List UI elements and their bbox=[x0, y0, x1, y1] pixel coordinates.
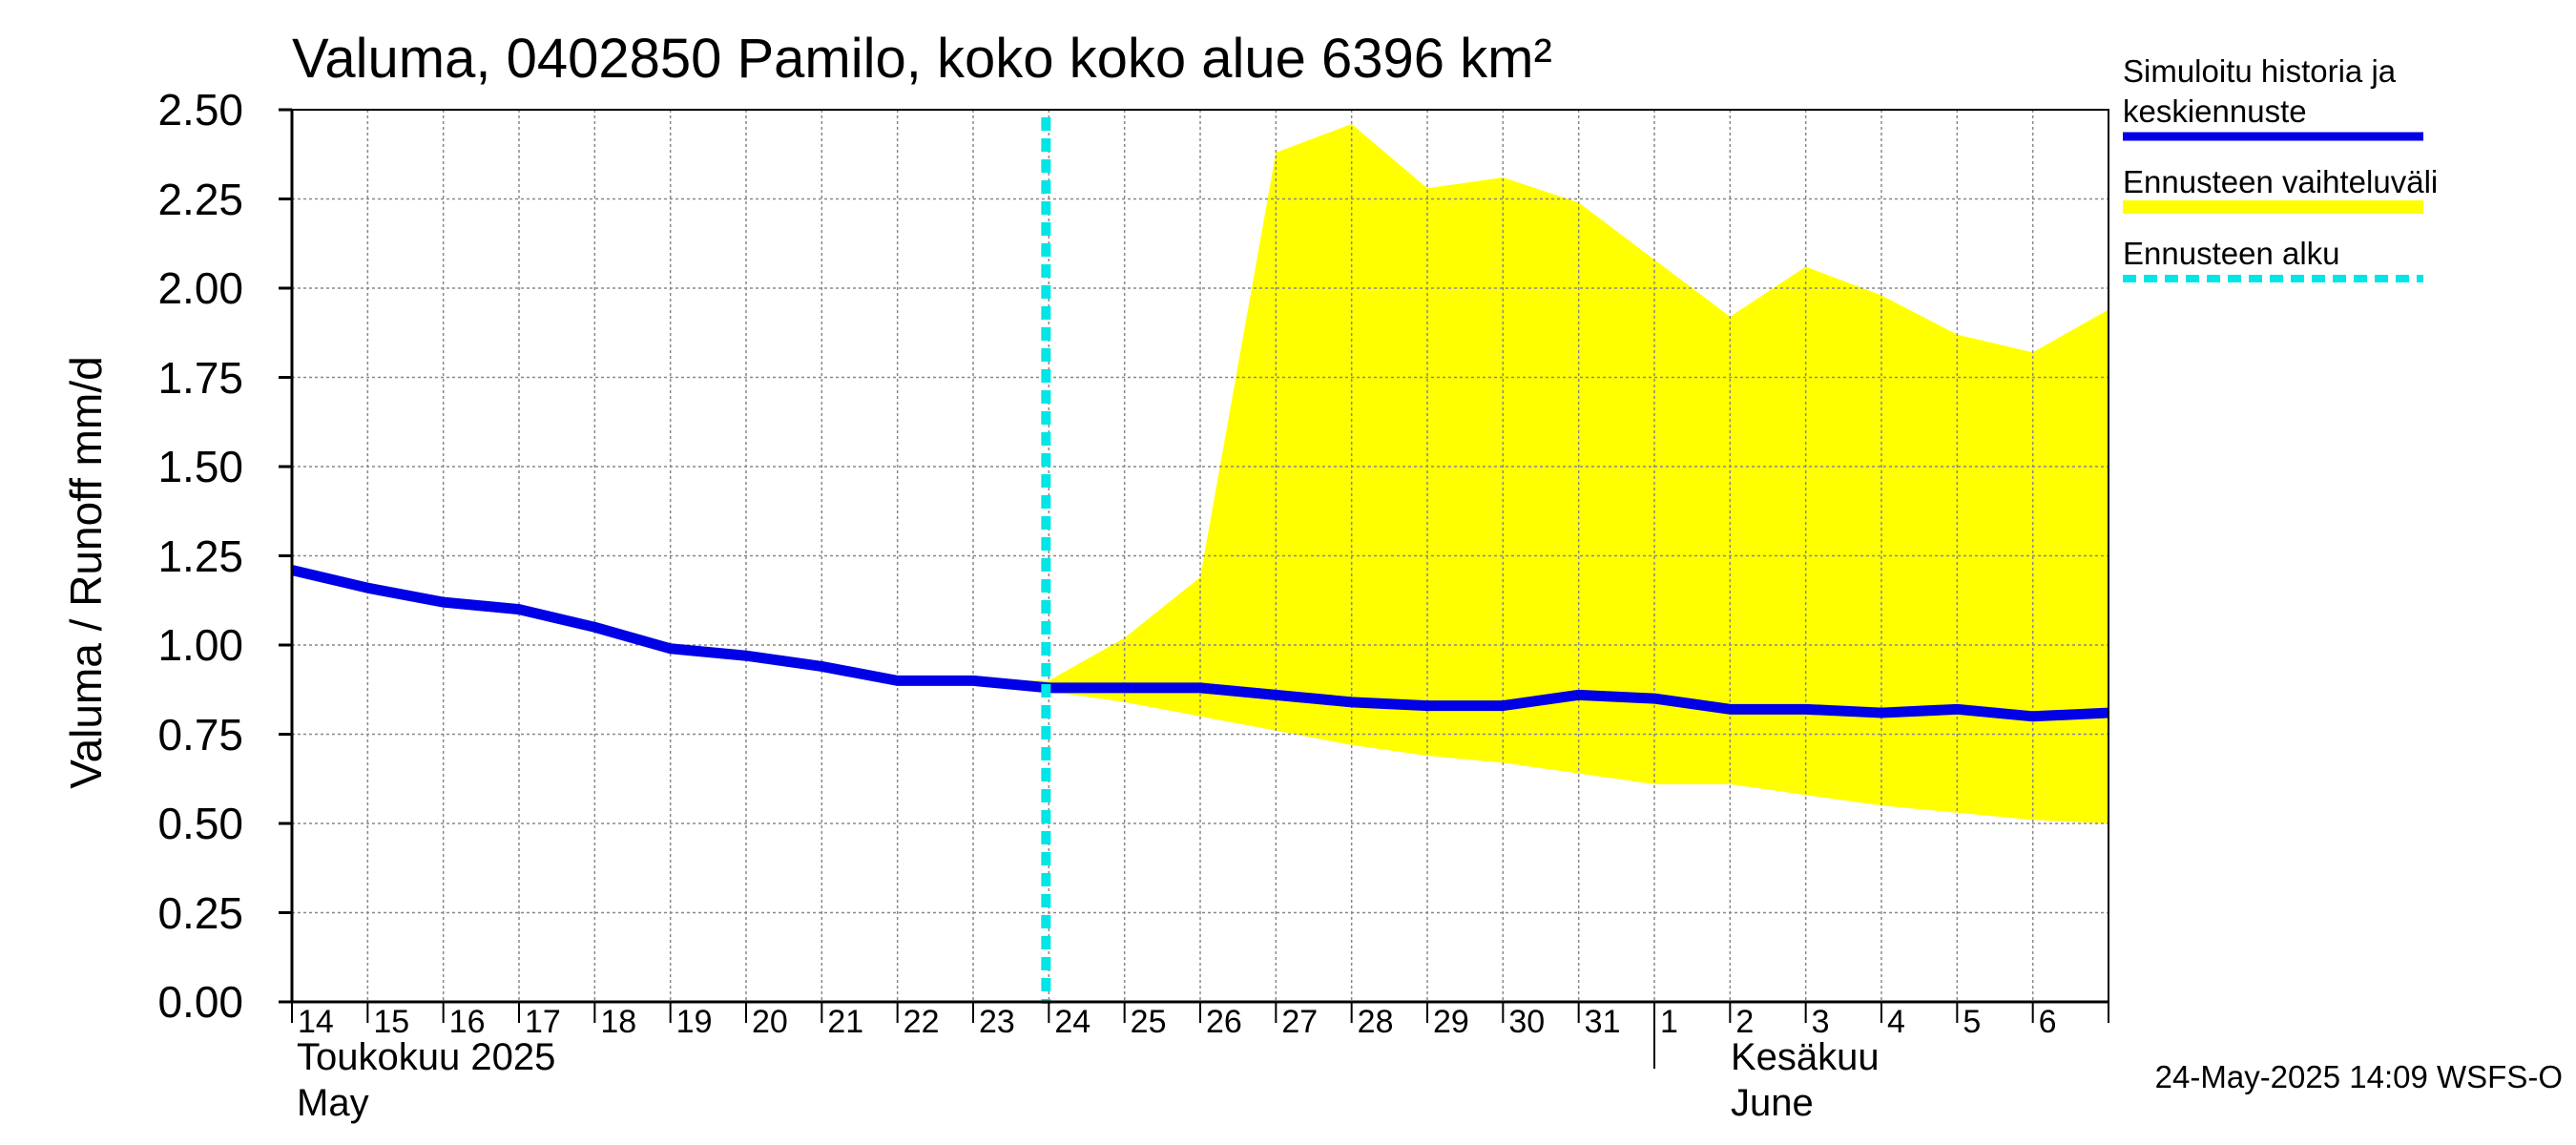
y-tick-label: 1.00 bbox=[157, 620, 243, 670]
y-tick-label: 0.00 bbox=[157, 977, 243, 1027]
x-tick-label: 3 bbox=[1811, 1004, 1830, 1040]
x-tick-label: 28 bbox=[1357, 1004, 1394, 1040]
month-label-june: Kesäkuu June bbox=[1731, 1034, 1880, 1126]
month-label-may: Toukokuu 2025 May bbox=[297, 1034, 555, 1126]
x-tick-label: 29 bbox=[1433, 1004, 1469, 1040]
x-tick-label: 22 bbox=[903, 1004, 940, 1040]
x-tick-label: 16 bbox=[448, 1004, 486, 1040]
x-tick-label: 30 bbox=[1508, 1004, 1546, 1040]
month-label-en: June bbox=[1731, 1082, 1814, 1124]
simulated-runoff-line bbox=[290, 565, 2109, 722]
x-tick-label: 24 bbox=[1054, 1004, 1091, 1040]
y-tick-label: 2.00 bbox=[157, 263, 243, 313]
y-axis-label: Valuma / Runoff mm/d bbox=[61, 356, 111, 789]
x-tick-label: 21 bbox=[827, 1004, 864, 1040]
month-label-fi: Kesäkuu bbox=[1731, 1036, 1880, 1078]
y-tick-label: 2.25 bbox=[157, 174, 243, 224]
x-tick-label: 4 bbox=[1887, 1004, 1905, 1040]
legend-simulated-line2: keskiennuste bbox=[2123, 94, 2307, 129]
legend-layer bbox=[2123, 132, 2423, 282]
x-tick-label: 31 bbox=[1584, 1004, 1621, 1040]
y-tick-label: 1.75 bbox=[157, 352, 243, 403]
simulated-line-layer bbox=[290, 565, 2109, 722]
y-tick-label: 1.50 bbox=[157, 442, 243, 491]
timestamp-footer: 24-May-2025 14:09 WSFS-O bbox=[2154, 1059, 2563, 1094]
chart-title: Valuma, 0402850 Pamilo, koko koko alue 6… bbox=[292, 28, 1552, 90]
legend-simulated-label: Simuloitu historia ja keskiennuste bbox=[2123, 52, 2396, 132]
month-label-en: May bbox=[297, 1082, 369, 1124]
x-tick-label: 5 bbox=[1963, 1004, 1982, 1040]
x-tick-label: 27 bbox=[1281, 1004, 1319, 1040]
x-tick-label: 23 bbox=[979, 1004, 1015, 1040]
x-tick-label: 14 bbox=[298, 1004, 334, 1040]
forecast-range-area bbox=[973, 123, 2109, 823]
x-tick-label: 6 bbox=[2038, 1004, 2057, 1040]
y-tick-label: 0.75 bbox=[157, 709, 243, 760]
month-label-fi: Toukokuu 2025 bbox=[297, 1036, 556, 1078]
x-tick-label: 2 bbox=[1735, 1004, 1755, 1040]
x-tick-label: 20 bbox=[752, 1004, 788, 1040]
y-tick-label: 1.25 bbox=[157, 531, 243, 581]
x-tick-label: 15 bbox=[373, 1004, 410, 1040]
legend-start-label: Ennusteen alku bbox=[2123, 236, 2340, 271]
y-tick-label: 2.50 bbox=[157, 85, 243, 135]
y-tick-label: 0.25 bbox=[157, 887, 243, 938]
x-tick-label: 19 bbox=[675, 1004, 713, 1040]
x-tick-label: 17 bbox=[525, 1004, 561, 1040]
y-tick-label: 0.50 bbox=[157, 799, 243, 848]
axis-layer bbox=[279, 108, 2109, 1069]
legend-simulated-line1: Simuloitu historia ja bbox=[2123, 53, 2397, 89]
x-tick-label: 1 bbox=[1660, 1004, 1678, 1040]
x-tick-label: 26 bbox=[1206, 1004, 1242, 1040]
x-tick-label: 18 bbox=[600, 1004, 637, 1040]
forecast-range-layer bbox=[973, 123, 2109, 823]
x-tick-label: 25 bbox=[1130, 1004, 1167, 1040]
legend-range-label: Ennusteen vaihteluväli bbox=[2123, 164, 2439, 199]
